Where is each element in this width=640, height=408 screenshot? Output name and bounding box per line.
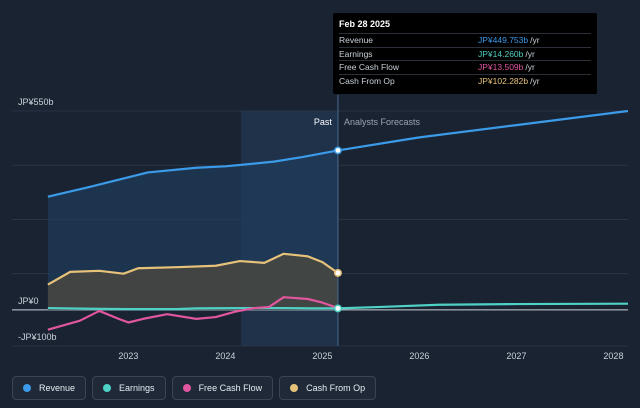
x-tick-label: 2025 bbox=[312, 351, 332, 361]
x-tick-label: 2028 bbox=[603, 351, 623, 361]
tooltip-row: Earnings JP¥14.260b/yr bbox=[339, 46, 591, 61]
tooltip-row-value: JP¥102.282b bbox=[478, 75, 529, 86]
tooltip-row-value: JP¥449.753b bbox=[478, 35, 529, 46]
legend-dot-icon bbox=[103, 384, 112, 392]
chart-legend: Revenue Earnings Free Cash Flow Cash From O… bbox=[12, 376, 377, 400]
revenue-forecast-line bbox=[337, 109, 629, 152]
tooltip-row-label: Free Cash Flow bbox=[339, 62, 399, 73]
legend-label: Cash From Op bbox=[306, 383, 366, 393]
tooltip-row-unit: /yr bbox=[525, 62, 535, 73]
y-axis-label: JP¥0 bbox=[18, 296, 39, 306]
y-axis-label: -JP¥100b bbox=[18, 332, 57, 342]
tooltip-row: Revenue JP¥449.753b/yr bbox=[339, 33, 591, 47]
legend-label: Earnings bbox=[119, 383, 155, 393]
legend-item-revenue[interactable]: Revenue bbox=[12, 376, 87, 400]
cash-from-op-line bbox=[47, 252, 339, 286]
tooltip-row-unit: /yr bbox=[530, 75, 540, 86]
tooltip-row-label: Cash From Op bbox=[339, 75, 395, 86]
legend-item-free-cash-flow[interactable]: Free Cash Flow bbox=[171, 376, 274, 400]
tooltip-date: Feb 28 2025 bbox=[339, 19, 391, 29]
free-cash-flow-line bbox=[47, 296, 339, 331]
financials-chart: JP¥550b JP¥0 -JP¥100b Past Analysts Forecast… bbox=[12, 95, 629, 361]
earnings-line bbox=[47, 306, 338, 311]
legend-dot-icon bbox=[182, 384, 191, 392]
x-tick-label: 2024 bbox=[215, 351, 235, 361]
legend-dot-icon bbox=[23, 384, 31, 392]
tooltip-row-unit: /yr bbox=[530, 35, 540, 46]
legend-item-earnings[interactable]: Earnings bbox=[92, 376, 166, 400]
legend-label: Free Cash Flow bbox=[198, 383, 263, 393]
legend-item-cash-from-op[interactable]: Cash From Op bbox=[279, 376, 377, 400]
tooltip-row: Free Cash Flow JP¥13.509b/yr bbox=[339, 60, 591, 74]
x-tick-label: 2026 bbox=[409, 351, 429, 361]
x-tick-label: 2023 bbox=[118, 351, 138, 361]
x-tick-label: 2027 bbox=[506, 351, 526, 361]
revenue-marker bbox=[333, 146, 342, 155]
tooltip-row-label: Revenue bbox=[339, 35, 374, 46]
tooltip-row-value: JP¥13.509b bbox=[478, 62, 524, 73]
cash-from-op-marker bbox=[333, 269, 342, 277]
earnings-marker bbox=[333, 304, 342, 313]
tooltip-row-unit: /yr bbox=[525, 48, 535, 59]
legend-dot-icon bbox=[290, 384, 299, 392]
cash-from-op-area bbox=[47, 253, 338, 310]
earnings-forecast-line bbox=[337, 302, 629, 310]
forecast-label: Analysts Forecasts bbox=[344, 117, 421, 127]
tooltip-row-label: Earnings bbox=[339, 48, 373, 59]
y-axis-label: JP¥550b bbox=[18, 97, 54, 107]
revenue-line bbox=[47, 149, 339, 198]
tooltip-row-value: JP¥14.260b bbox=[478, 48, 524, 59]
legend-label: Revenue bbox=[39, 383, 76, 393]
tooltip-row: Cash From Op JP¥102.282b/yr bbox=[339, 73, 591, 88]
past-label: Past bbox=[314, 117, 333, 127]
hover-tooltip: Feb 28 2025 Revenue JP¥449.753b/yr Earning… bbox=[333, 13, 597, 94]
